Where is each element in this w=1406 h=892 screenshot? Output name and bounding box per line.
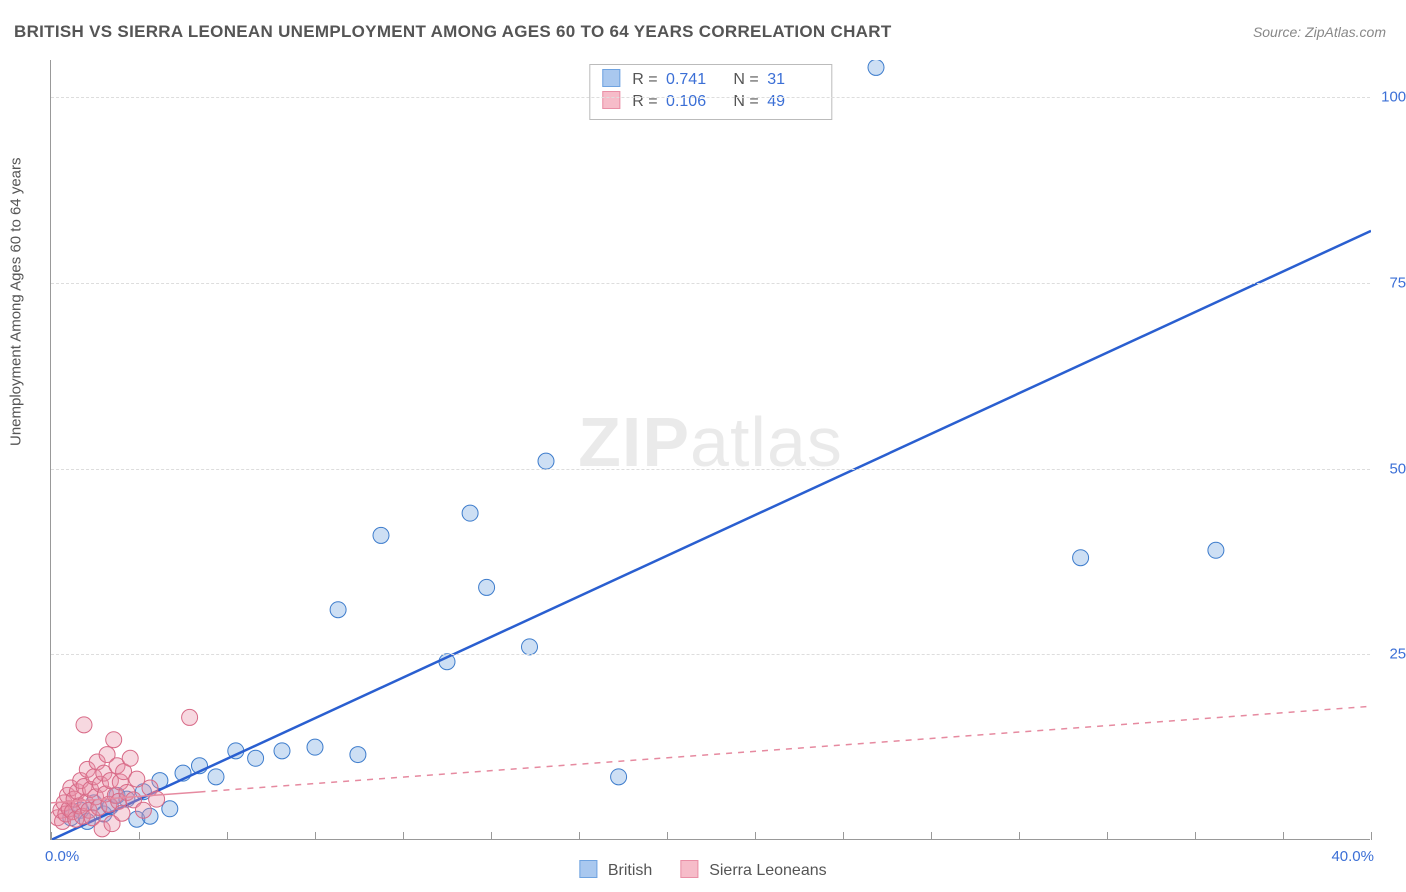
x-tick: [667, 832, 668, 840]
chart-svg: [51, 60, 1371, 840]
data-point: [149, 791, 165, 807]
n-label: N =: [733, 71, 758, 88]
x-tick: [1107, 832, 1108, 840]
data-point: [462, 505, 478, 521]
x-tick: [227, 832, 228, 840]
data-point: [522, 639, 538, 655]
data-point: [538, 453, 554, 469]
data-point: [350, 747, 366, 763]
data-point: [114, 805, 130, 821]
stats-box: R = 0.741 N = 31 R = 0.106 N = 49: [589, 64, 832, 120]
x-tick: [1019, 832, 1020, 840]
data-point: [479, 579, 495, 595]
data-point: [330, 602, 346, 618]
gridline: [51, 654, 1370, 655]
x-tick: [403, 832, 404, 840]
data-point: [162, 801, 178, 817]
x-tick: [51, 832, 52, 840]
data-point: [106, 732, 122, 748]
gridline: [51, 283, 1370, 284]
gridline: [51, 97, 1370, 98]
x-tick: [491, 832, 492, 840]
x-tick-first: 0.0%: [45, 848, 79, 865]
stats-row-sierra: R = 0.106 N = 49: [602, 91, 819, 113]
bottom-legend: British Sierra Leoneans: [567, 860, 838, 880]
r-label: R =: [632, 93, 657, 110]
r-label: R =: [632, 71, 657, 88]
legend-swatch-british: [579, 860, 597, 878]
x-tick-last: 40.0%: [1331, 848, 1374, 865]
legend-label-british: British: [608, 862, 652, 879]
gridline: [51, 469, 1370, 470]
data-point: [122, 750, 138, 766]
data-point: [611, 769, 627, 785]
x-tick: [579, 832, 580, 840]
swatch-sierra: [602, 91, 620, 109]
data-point: [76, 717, 92, 733]
legend-item-british: British: [579, 860, 652, 880]
y-tick-label: 50.0%: [1389, 460, 1406, 477]
x-tick: [315, 832, 316, 840]
data-point: [868, 60, 884, 75]
data-point: [1208, 542, 1224, 558]
data-point: [135, 802, 151, 818]
n-value-sierra: 49: [767, 91, 819, 113]
stats-row-british: R = 0.741 N = 31: [602, 69, 819, 91]
data-point: [182, 709, 198, 725]
swatch-british: [602, 69, 620, 87]
n-value-british: 31: [767, 69, 819, 91]
x-tick: [931, 832, 932, 840]
y-tick-label: 100.0%: [1381, 89, 1406, 106]
data-point: [248, 750, 264, 766]
x-tick: [1371, 832, 1372, 840]
r-value-sierra: 0.106: [666, 91, 718, 113]
data-point: [274, 743, 290, 759]
trend-line: [51, 231, 1371, 840]
x-tick: [139, 832, 140, 840]
x-tick: [843, 832, 844, 840]
y-axis-label: Unemployment Among Ages 60 to 64 years: [8, 157, 25, 446]
data-point: [1073, 550, 1089, 566]
legend-label-sierra: Sierra Leoneans: [709, 862, 826, 879]
y-tick-label: 75.0%: [1389, 274, 1406, 291]
trend-line: [200, 706, 1372, 792]
data-point: [373, 527, 389, 543]
legend-item-sierra: Sierra Leoneans: [681, 860, 827, 880]
plot-area: ZIPatlas R = 0.741 N = 31 R = 0.106 N = …: [50, 60, 1370, 840]
r-value-british: 0.741: [666, 69, 718, 91]
n-label: N =: [733, 93, 758, 110]
legend-swatch-sierra: [681, 860, 699, 878]
data-point: [208, 769, 224, 785]
x-tick: [1195, 832, 1196, 840]
chart-title: BRITISH VS SIERRA LEONEAN UNEMPLOYMENT A…: [14, 22, 892, 42]
source-label: Source: ZipAtlas.com: [1253, 24, 1386, 40]
data-point: [307, 739, 323, 755]
x-tick: [755, 832, 756, 840]
x-tick: [1283, 832, 1284, 840]
y-tick-label: 25.0%: [1389, 646, 1406, 663]
